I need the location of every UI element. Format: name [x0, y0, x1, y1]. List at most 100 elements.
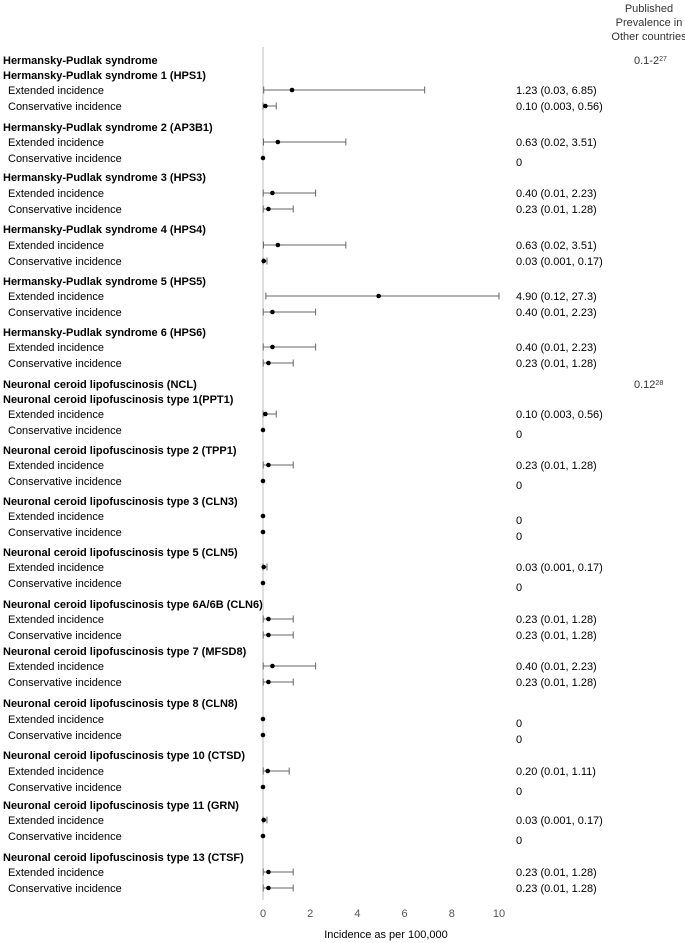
estimate-value-label: 0.23 (0.01, 1.28): [516, 677, 597, 689]
condition-label: Neuronal ceroid lipofuscinosis type 13 (…: [3, 852, 244, 864]
x-axis-title: Incidence as per 100,000: [324, 929, 448, 941]
estimate-point: [266, 360, 271, 366]
estimate-value-label: 0: [516, 835, 522, 847]
incidence-type-label: Extended incidence: [8, 614, 104, 626]
incidence-type-label: Conservative incidence: [8, 101, 122, 113]
estimate-value-label: 0.23 (0.01, 1.28): [516, 867, 597, 879]
estimate-value-label: 0: [516, 429, 522, 441]
estimate-point: [260, 716, 266, 722]
condition-label: Neuronal ceroid lipofuscinosis type 7 (M…: [3, 646, 247, 658]
published-prevalence-value: 0.1228: [634, 379, 663, 391]
published-prevalence-header: Published: [625, 3, 673, 15]
estimate-value-label: 0.63 (0.02, 3.51): [516, 137, 597, 149]
incidence-type-label: Extended incidence: [8, 342, 104, 354]
condition-label: Neuronal ceroid lipofuscinosis type 3 (C…: [3, 496, 238, 508]
incidence-type-label: Conservative incidence: [8, 527, 122, 539]
estimate-point: [265, 768, 271, 774]
incidence-type-label: Extended incidence: [8, 766, 104, 778]
estimate-value-label: 0: [516, 734, 522, 746]
incidence-type-label: Conservative incidence: [8, 476, 122, 488]
estimate-value-label: 0.23 (0.01, 1.28): [516, 883, 597, 895]
estimate-value-label: 0.10 (0.003, 0.56): [516, 101, 603, 113]
estimate-value-label: 0.40 (0.01, 2.23): [516, 307, 597, 319]
estimate-value-label: 0.23 (0.01, 1.28): [516, 204, 597, 216]
condition-label: Neuronal ceroid lipofuscinosis type 2 (T…: [3, 445, 237, 457]
incidence-type-label: Extended incidence: [8, 85, 104, 97]
condition-label: Hermansky-Pudlak syndrome 6 (HPS6): [3, 327, 206, 339]
incidence-type-label: Extended incidence: [8, 562, 104, 574]
published-prevalence-number: 0.1-2: [634, 55, 659, 67]
condition-label: Neuronal ceroid lipofuscinosis type 5 (C…: [3, 547, 238, 559]
estimate-point: [275, 242, 281, 248]
estimate-point: [266, 616, 271, 622]
estimate-point: [266, 679, 271, 685]
incidence-type-label: Conservative incidence: [8, 578, 122, 590]
incidence-type-label: Conservative incidence: [8, 256, 122, 268]
estimate-point: [266, 885, 271, 891]
estimate-point: [289, 87, 295, 93]
condition-label: Neuronal ceroid lipofuscinosis type 8 (C…: [3, 698, 238, 710]
incidence-type-label: Conservative incidence: [8, 153, 122, 165]
estimate-value-label: 0: [516, 157, 522, 169]
x-tick-label: 6: [402, 908, 408, 920]
estimate-value-label: 0.40 (0.01, 2.23): [516, 188, 597, 200]
estimate-value-label: 4.90 (0.12, 27.3): [516, 291, 597, 303]
estimate-value-label: 0.63 (0.02, 3.51): [516, 240, 597, 252]
incidence-type-label: Conservative incidence: [8, 730, 122, 742]
estimate-value-label: 0.23 (0.01, 1.28): [516, 614, 597, 626]
estimate-value-label: 0.23 (0.01, 1.28): [516, 460, 597, 472]
published-prevalence-header: Other countries: [611, 31, 685, 43]
estimate-value-label: 0.03 (0.001, 0.17): [516, 562, 603, 574]
estimate-point: [270, 309, 275, 315]
incidence-type-label: Conservative incidence: [8, 831, 122, 843]
x-tick-label: 10: [493, 908, 505, 920]
estimate-point: [261, 564, 267, 570]
incidence-type-label: Extended incidence: [8, 714, 104, 726]
condition-label: Neuronal ceroid lipofuscinosis type 1(PP…: [3, 394, 234, 406]
estimate-value-label: 0: [516, 515, 522, 527]
estimate-point: [261, 258, 267, 264]
condition-label: Neuronal ceroid lipofuscinosis type 6A/6…: [3, 599, 263, 611]
reference-superscript: 28: [655, 380, 663, 387]
estimate-value-label: 0.23 (0.01, 1.28): [516, 358, 597, 370]
estimate-value-label: 0.10 (0.003, 0.56): [516, 409, 603, 421]
estimate-point: [260, 784, 266, 790]
published-prevalence-number: 0.12: [634, 379, 655, 391]
estimate-value-label: 0: [516, 531, 522, 543]
incidence-type-label: Conservative incidence: [8, 883, 122, 895]
estimate-point: [266, 462, 271, 468]
estimate-point: [266, 206, 271, 212]
estimate-value-label: 0.23 (0.01, 1.28): [516, 630, 597, 642]
estimate-point: [261, 817, 267, 823]
incidence-type-label: Extended incidence: [8, 291, 104, 303]
incidence-type-label: Conservative incidence: [8, 425, 122, 437]
estimate-point: [266, 869, 271, 875]
reference-superscript: 27: [659, 56, 667, 63]
incidence-type-label: Extended incidence: [8, 188, 104, 200]
incidence-type-label: Extended incidence: [8, 815, 104, 827]
condition-label: Hermansky-Pudlak syndrome 4 (HPS4): [3, 224, 206, 236]
estimate-value-label: 0: [516, 786, 522, 798]
x-tick-label: 2: [307, 908, 313, 920]
condition-label: Neuronal ceroid lipofuscinosis type 11 (…: [3, 800, 239, 812]
incidence-type-label: Conservative incidence: [8, 630, 122, 642]
x-tick-label: 4: [354, 908, 360, 920]
group-label: Neuronal ceroid lipofuscinosis (NCL): [3, 379, 197, 391]
estimate-point: [260, 580, 266, 586]
incidence-type-label: Extended incidence: [8, 409, 104, 421]
group-label: Hermansky-Pudlak syndrome: [3, 55, 158, 67]
estimate-value-label: 0: [516, 480, 522, 492]
estimate-value-label: 0: [516, 718, 522, 730]
estimate-value-label: 0.20 (0.01, 1.11): [516, 766, 596, 778]
incidence-type-label: Conservative incidence: [8, 204, 122, 216]
x-tick-label: 0: [260, 908, 266, 920]
published-prevalence-header: Prevalence in: [616, 17, 683, 29]
estimate-point: [266, 632, 271, 638]
incidence-type-label: Extended incidence: [8, 137, 104, 149]
estimate-value-label: 1.23 (0.03, 6.85): [516, 85, 597, 97]
condition-label: Hermansky-Pudlak syndrome 1 (HPS1): [3, 70, 206, 82]
condition-label: Hermansky-Pudlak syndrome 2 (AP3B1): [3, 122, 213, 134]
condition-label: Neuronal ceroid lipofuscinosis type 10 (…: [3, 750, 245, 762]
estimate-point: [260, 478, 266, 484]
